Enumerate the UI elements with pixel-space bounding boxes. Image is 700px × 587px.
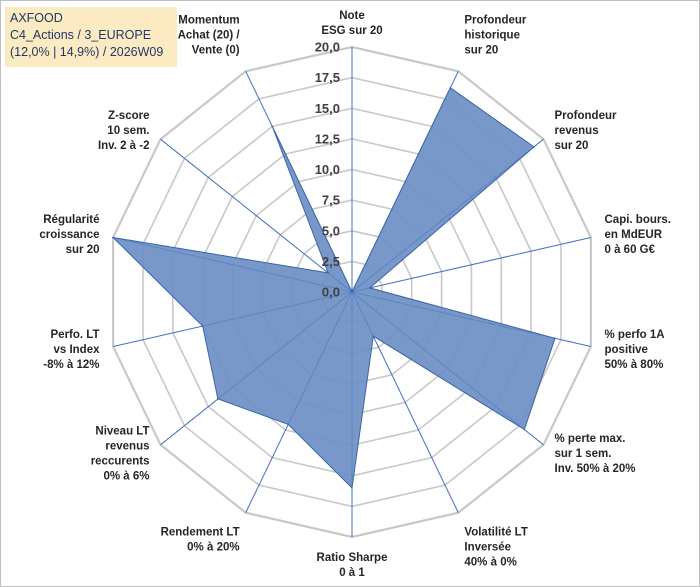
spoke-overlay-12 bbox=[160, 138, 353, 293]
axis-label-0: Note ESG sur 20 bbox=[321, 10, 382, 37]
data-point-0 bbox=[351, 291, 353, 293]
spoke-overlay-9 bbox=[160, 291, 353, 446]
tick-label-8: 20,0 bbox=[315, 40, 340, 55]
tick-label-4: 10,0 bbox=[315, 162, 340, 177]
axis-label-10-line-2: -8% à 12% bbox=[43, 359, 99, 371]
tick-label-3: 7,5 bbox=[322, 193, 340, 208]
axis-label-10-line-0: Perfo. LT bbox=[51, 329, 100, 341]
axis-label-5-line-2: Inv. 50% à 20% bbox=[555, 463, 636, 475]
chart-title-box: AXFOOD C4_Actions / 3_EUROPE (12,0% | 14… bbox=[5, 7, 177, 67]
axis-label-9: Niveau LT revenus reccurents 0% à 6% bbox=[91, 426, 150, 483]
spoke-overlay-6 bbox=[351, 291, 459, 513]
axis-label-3-line-2: 0 à 60 G€ bbox=[605, 244, 656, 256]
axis-label-1: Profondeur historique sur 20 bbox=[464, 15, 526, 57]
data-point-10 bbox=[201, 325, 204, 327]
axis-label-11-line-0: Régularité bbox=[43, 214, 99, 226]
axis-label-3-line-0: Capi. bours. bbox=[605, 214, 671, 226]
title-company: AXFOOD bbox=[10, 11, 63, 25]
title-portfolio: C4_Actions / 3_EUROPE bbox=[10, 28, 152, 42]
axis-label-1-line-0: Profondeur bbox=[464, 15, 526, 27]
axis-label-0-line-1: ESG sur 20 bbox=[321, 25, 382, 37]
data-point-11 bbox=[112, 236, 114, 239]
axis-label-4: % perfo 1A positive 50% à 80% bbox=[605, 329, 665, 371]
axis-label-8: Rendement LT 0% à 20% bbox=[161, 526, 240, 553]
axis-label-2-line-1: revenus bbox=[555, 125, 599, 137]
data-point-12 bbox=[327, 272, 329, 274]
axis-label-2-line-0: Profondeur bbox=[555, 110, 617, 122]
title-stats: (12,0% | 14,9%) / 2026W09 bbox=[10, 45, 164, 59]
data-point-4 bbox=[554, 337, 556, 340]
data-point-5 bbox=[523, 428, 526, 431]
spoke-overlay-5 bbox=[351, 291, 544, 446]
axis-label-2-line-2: sur 20 bbox=[555, 140, 589, 152]
axis-label-11: Régularité croissance sur 20 bbox=[39, 214, 99, 256]
data-point-6 bbox=[372, 335, 375, 337]
axis-label-7-line-0: Ratio Sharpe bbox=[317, 552, 388, 564]
data-point-8 bbox=[287, 423, 290, 426]
axis-label-9-line-3: 0% à 6% bbox=[103, 471, 149, 483]
tick-label-1: 2,5 bbox=[322, 254, 340, 269]
axis-label-3-line-1: en MdEUR bbox=[605, 229, 663, 241]
axis-label-12-line-0: Z-score bbox=[108, 110, 150, 122]
axis-label-6-line-2: 40% à 0% bbox=[464, 556, 516, 568]
tick-label-7: 17,5 bbox=[315, 70, 340, 85]
axis-label-6-line-0: Volatilité LT bbox=[464, 526, 527, 538]
spoke-overlay-2 bbox=[351, 138, 544, 293]
axis-label-9-line-2: reccurents bbox=[91, 456, 150, 468]
data-point-2 bbox=[533, 146, 535, 148]
data-point-9 bbox=[217, 398, 219, 400]
tick-label-0: 0,0 bbox=[322, 285, 340, 300]
data-point-7 bbox=[351, 487, 353, 489]
data-point-13 bbox=[271, 125, 274, 128]
spoke-overlay-8 bbox=[245, 291, 353, 513]
spoke-overlay-11 bbox=[113, 237, 353, 293]
axis-label-11-line-2: sur 20 bbox=[66, 244, 100, 256]
data-point-3 bbox=[369, 287, 371, 289]
tick-label-5: 12,5 bbox=[315, 131, 340, 146]
spoke-overlay-3 bbox=[351, 237, 591, 293]
axis-label-12-line-2: Inv. 2 à -2 bbox=[98, 140, 150, 152]
axis-label-7-line-1: 0 à 1 bbox=[339, 567, 365, 579]
axis-label-13: Momentum Achat (20) / Vente (0) bbox=[178, 15, 241, 57]
axis-label-7: Ratio Sharpe 0 à 1 bbox=[317, 552, 388, 579]
axis-label-8-line-1: 0% à 20% bbox=[187, 541, 239, 553]
axis-label-8-line-0: Rendement LT bbox=[161, 526, 240, 538]
axis-label-1-line-1: historique bbox=[464, 30, 520, 42]
axis-label-2: Profondeur revenus sur 20 bbox=[555, 110, 617, 152]
axis-label-13-line-0: Momentum bbox=[178, 15, 239, 27]
spoke-overlay-4 bbox=[351, 291, 591, 347]
axis-label-6-line-1: Inversée bbox=[464, 541, 511, 553]
axis-label-4-line-0: % perfo 1A bbox=[605, 329, 665, 341]
axis-label-12: Z-score 10 sem. Inv. 2 à -2 bbox=[98, 110, 150, 152]
axis-label-5-line-1: sur 1 sem. bbox=[555, 448, 612, 460]
axis-label-11-line-1: croissance bbox=[39, 229, 99, 241]
spoke-overlay-10 bbox=[113, 291, 353, 347]
axis-label-13-line-2: Vente (0) bbox=[192, 45, 240, 57]
spoke-overlay-13 bbox=[245, 71, 353, 293]
axis-label-5-line-0: % perte max. bbox=[555, 433, 626, 445]
data-point-1 bbox=[449, 87, 452, 89]
spoke-overlay-1 bbox=[351, 71, 459, 293]
axis-label-5: % perte max. sur 1 sem. Inv. 50% à 20% bbox=[555, 433, 636, 475]
tick-label-2: 5,0 bbox=[322, 223, 340, 238]
axis-label-0-line-0: Note bbox=[339, 10, 365, 22]
axis-label-3: Capi. bours. en MdEUR 0 à 60 G€ bbox=[605, 214, 671, 256]
axis-label-12-line-1: 10 sem. bbox=[107, 125, 149, 137]
axis-label-1-line-2: sur 20 bbox=[464, 45, 498, 57]
axis-label-10: Perfo. LT vs Index -8% à 12% bbox=[43, 329, 100, 371]
axis-label-6: Volatilité LT Inversée 40% à 0% bbox=[464, 526, 527, 568]
axis-label-9-line-1: revenus bbox=[105, 441, 149, 453]
axis-label-10-line-1: vs Index bbox=[53, 344, 100, 356]
axis-label-13-line-1: Achat (20) / bbox=[178, 30, 241, 42]
axis-label-4-line-2: 50% à 80% bbox=[605, 359, 664, 371]
tick-label-6: 15,0 bbox=[315, 101, 340, 116]
axis-label-9-line-0: Niveau LT bbox=[95, 426, 149, 438]
axis-label-4-line-1: positive bbox=[605, 344, 648, 356]
